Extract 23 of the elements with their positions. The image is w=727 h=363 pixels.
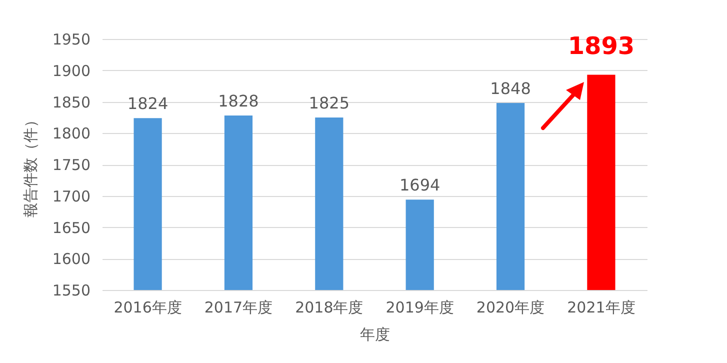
y-tick-label: 1650 [52,218,90,237]
x-axis-title: 年度 [360,326,390,344]
data-label: 1825 [308,93,350,112]
x-tick-label: 2017年度 [204,298,273,316]
y-tick-label: 1950 [52,30,90,48]
data-label: 1694 [399,176,440,195]
data-label: 1893 [568,32,635,60]
data-label: 1824 [127,94,168,114]
data-label: 1828 [218,92,259,111]
y-tick-label: 1600 [52,250,90,268]
x-tick-label: 2021年度 [567,298,636,316]
y-tick-label: 1550 [52,282,90,300]
data-label: 1848 [490,79,531,98]
x-tick-label: 2016年度 [114,298,182,316]
x-tick-label: 2020年度 [476,298,545,316]
y-tick-label: 1850 [52,93,90,112]
y-tick-label: 1900 [52,62,90,80]
y-axis-title: 報告件数（件） [21,112,40,218]
x-tick-label: 2018年度 [295,298,364,316]
x-tick-label: 2019年度 [386,298,454,316]
y-tick-label: 1700 [52,187,90,206]
y-tick-label: 1800 [52,124,90,143]
y-tick-label: 1750 [52,156,90,174]
